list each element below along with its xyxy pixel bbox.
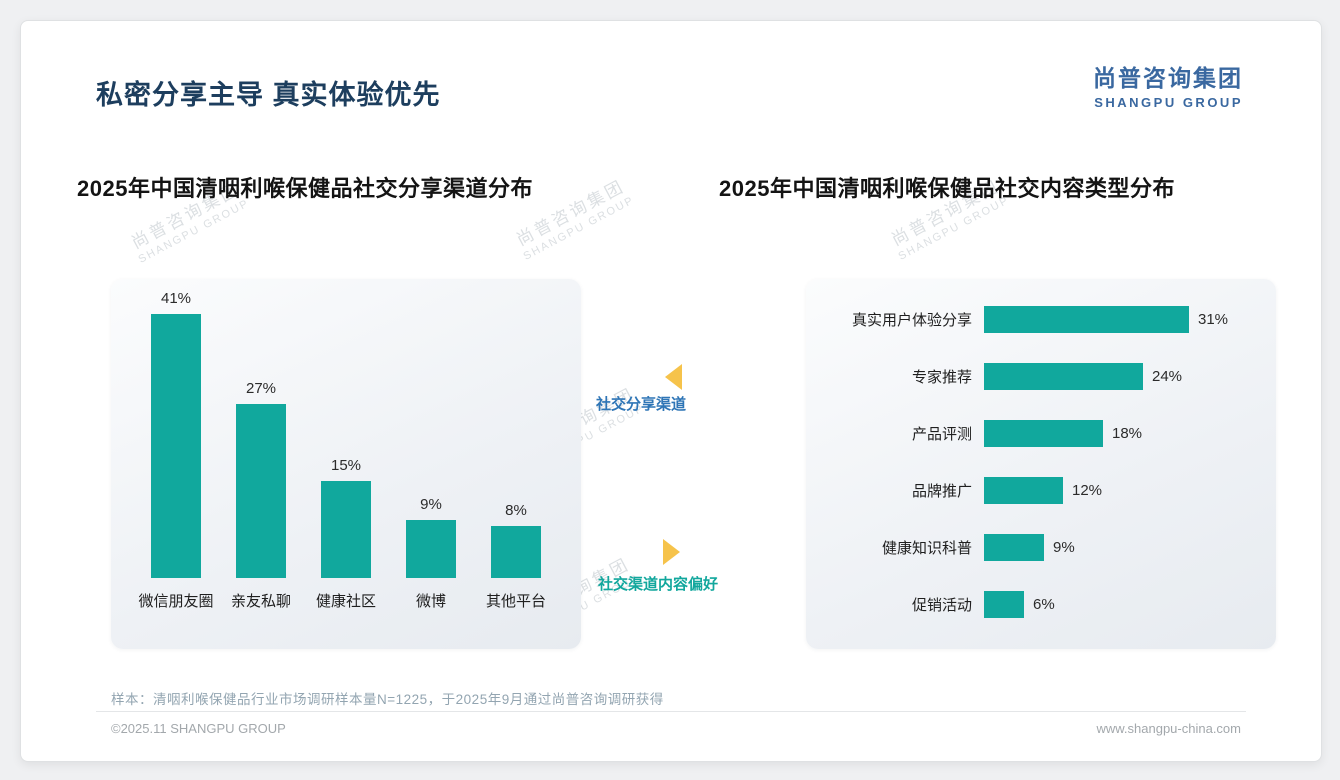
bar-group: 9% 微博 (391, 496, 471, 611)
bar (491, 526, 541, 578)
bar-value-label: 9% (1053, 539, 1075, 557)
bar-category-label: 亲友私聊 (230, 593, 291, 610)
bar (984, 534, 1044, 562)
horizontal-bar-chart: 真实用户体验分享 31% 专家推荐 24% 产品评测 18% 品牌推广 12% 健康知识科普 9%… (822, 305, 1264, 619)
bar-category-label: 品牌推广 (911, 483, 972, 501)
bar-category-label: 专家推荐 (911, 368, 972, 386)
bar-value-label: 24% (1152, 367, 1183, 385)
bar-value-label: 15% (330, 457, 362, 474)
slide: 尚普咨询集团 SHANGPU GROUP 尚普咨询集团 SHANGPU GROU… (20, 20, 1322, 762)
bar-value-label: 18% (1112, 424, 1143, 442)
left-chart-callout: 社交分享渠道 (595, 396, 686, 413)
bar (151, 314, 201, 578)
bar (406, 520, 456, 578)
bar (984, 305, 1189, 333)
bar (236, 404, 286, 578)
watermark-text-en: SHANGPU GROUP (136, 197, 252, 266)
bar-group: 41% 微信朋友圈 (136, 290, 216, 611)
footer-copyright: ©2025.11 SHANGPU GROUP (111, 721, 286, 736)
brand-logo: 尚普咨询集团 SHANGPU GROUP (1093, 59, 1243, 110)
footer-divider (96, 711, 1246, 712)
bar-category-label: 微博 (415, 593, 446, 610)
brand-name-cn: 尚普咨询集团 (1093, 65, 1243, 91)
watermark-text-en: SHANGPU GROUP (521, 194, 637, 263)
bar-category-label: 健康社区 (315, 593, 376, 610)
right-chart-title: 2025年中国清咽利喉保健品社交内容类型分布 (719, 176, 1175, 201)
right-chart-callout: 社交渠道内容偏好 (597, 576, 718, 593)
bar-value-label: 12% (1072, 482, 1103, 500)
bar-row: 促销活动 6% (822, 591, 1264, 619)
triangle-left-icon (665, 364, 682, 390)
footer-url: www.shangpu-china.com (1096, 721, 1241, 736)
left-chart-title: 2025年中国清咽利喉保健品社交分享渠道分布 (77, 176, 533, 201)
watermark-text-en: SHANGPU GROUP (896, 194, 1012, 263)
bar (984, 419, 1103, 447)
triangle-right-icon (663, 539, 680, 565)
bar-row: 真实用户体验分享 31% (822, 305, 1264, 333)
bar-row: 专家推荐 24% (822, 362, 1264, 390)
bar-category-label: 产品评测 (911, 425, 972, 443)
bar (321, 481, 371, 578)
bar (984, 477, 1063, 505)
bar-value-label: 8% (505, 502, 527, 519)
vertical-bar-chart: 41% 微信朋友圈 27% 亲友私聊 15% 健康社区 9% 微博 8% 其他平台 (136, 287, 556, 611)
bar-category-label: 促销活动 (911, 597, 972, 615)
bar-value-label: 6% (1033, 596, 1055, 614)
sample-note: 样本：清咽利喉保健品行业市场调研样本量N=1225，于2025年9月通过尚普咨询… (111, 692, 664, 707)
bar-row: 品牌推广 12% (822, 477, 1264, 505)
left-chart-panel: 41% 微信朋友圈 27% 亲友私聊 15% 健康社区 9% 微博 8% 其他平台 (111, 279, 581, 649)
bar-group: 8% 其他平台 (476, 502, 556, 611)
right-chart-panel: 真实用户体验分享 31% 专家推荐 24% 产品评测 18% 品牌推广 12% 健康知识科普 9%… (806, 279, 1276, 649)
bar-category-label: 微信朋友圈 (138, 593, 214, 610)
bar-category-label: 真实用户体验分享 (851, 311, 972, 329)
bar-value-label: 27% (245, 380, 277, 397)
bar-category-label: 其他平台 (485, 593, 546, 610)
bar (984, 362, 1143, 390)
brand-name-en: SHANGPU GROUP (1094, 95, 1243, 110)
bar-value-label: 9% (420, 496, 442, 513)
bar-value-label: 41% (160, 290, 192, 307)
bar-value-label: 31% (1198, 310, 1229, 328)
bar-row: 健康知识科普 9% (822, 534, 1264, 562)
bar-group: 15% 健康社区 (306, 457, 386, 611)
bar-row: 产品评测 18% (822, 419, 1264, 447)
slide-title: 私密分享主导 真实体验优先 (96, 80, 441, 110)
bar (984, 591, 1024, 619)
bar-category-label: 健康知识科普 (881, 540, 972, 558)
bar-group: 27% 亲友私聊 (221, 380, 301, 611)
